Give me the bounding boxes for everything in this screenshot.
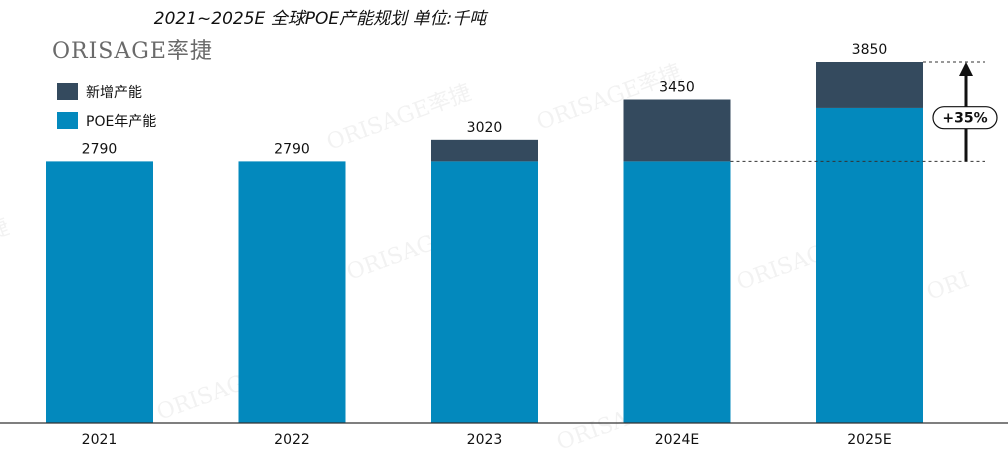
value-label-2021: 2790	[82, 141, 118, 157]
svg-text:ORI: ORI	[924, 267, 973, 305]
legend-swatch-base	[57, 112, 78, 129]
bar-added-2023	[431, 139, 538, 162]
bar-added-2025E	[816, 62, 923, 108]
legend-label-base: POE年产能	[86, 114, 156, 130]
bars-group	[46, 62, 923, 423]
x-tick-2024E: 2024E	[655, 432, 699, 448]
svg-text:捷: 捷	[0, 215, 13, 246]
logo: ORISAGE率捷	[52, 39, 213, 64]
value-label-2023: 3020	[467, 120, 503, 136]
bar-poe-2023	[431, 161, 538, 423]
growth-label-text: +35%	[942, 111, 987, 127]
value-label-2025E: 3850	[852, 42, 888, 58]
bar-poe-2022	[238, 161, 346, 423]
x-tick-2023: 2023	[467, 432, 503, 448]
legend-swatch-added	[57, 83, 78, 100]
bar-poe-2025E	[816, 107, 923, 423]
legend: 新增产能 POE年产能	[57, 83, 156, 130]
bar-poe-2021	[46, 161, 153, 423]
growth-label-pill	[932, 106, 998, 130]
bar-added-2024E	[623, 99, 731, 162]
x-tick-2021: 2021	[82, 432, 118, 448]
logo-text: ORISAGE率捷	[52, 39, 213, 64]
x-tick-labels-group: 2021 2022 2023 2024E 2025E	[82, 432, 892, 448]
arrow-up-icon	[959, 62, 973, 76]
bar-poe-2024E	[623, 161, 731, 423]
value-label-2024E: 3450	[659, 80, 695, 96]
x-tick-2025E: 2025E	[847, 432, 891, 448]
x-tick-2022: 2022	[274, 432, 310, 448]
value-label-2022: 2790	[274, 141, 310, 157]
chart-title: 2021~2025E 全球POE产能规划 单位:千吨	[153, 9, 487, 29]
value-labels-group: 2790 2790 3020 3450 3850	[82, 42, 888, 157]
growth-annotation: +35%	[730, 61, 998, 162]
legend-label-added: 新增产能	[86, 85, 142, 101]
